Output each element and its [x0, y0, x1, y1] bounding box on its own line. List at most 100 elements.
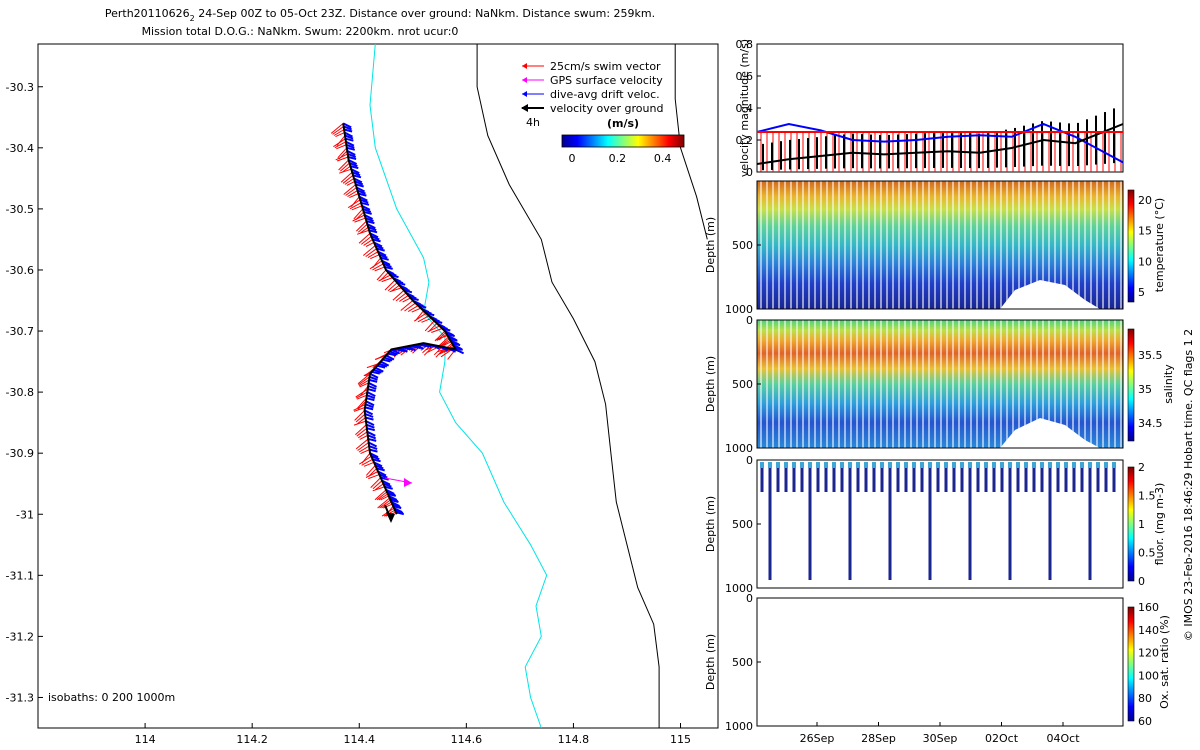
fluor-surface-mark	[1056, 462, 1060, 468]
swim-vector	[365, 465, 376, 476]
map-y-tick-label: -30.6	[6, 264, 34, 277]
fluor-surface-mark	[1064, 462, 1068, 468]
velocity-y-ticks: 0 0.2 0.4 0.6 0.8	[736, 38, 761, 179]
salinity-ylabel: Depth (m)	[704, 356, 717, 412]
swim-vector	[353, 208, 364, 220]
swim-vector	[353, 420, 367, 426]
swim-vector	[357, 442, 369, 451]
swim-vector	[387, 282, 398, 292]
fluor-surface-mark	[936, 462, 940, 468]
legend-drift-arrow-icon	[522, 91, 527, 97]
map-y-tick-label: -30.8	[6, 386, 34, 399]
drift-vector	[374, 464, 384, 470]
drift-vector	[368, 229, 378, 234]
swim-vector	[357, 400, 367, 410]
drift-vector	[350, 168, 360, 175]
swim-vector	[417, 315, 430, 323]
drift-vector	[347, 152, 357, 158]
drift-vector	[367, 434, 377, 440]
track-map: -30.3 -30.4 -30.5 -30.6 -30.7 -30.8 -30.9 -31 -3…	[6, 43, 719, 746]
fluor-surface-mark	[1088, 462, 1092, 468]
velocity-y-tick-label: 0.2	[736, 134, 754, 147]
isobath-1000-line	[476, 44, 660, 728]
drift-vector	[370, 455, 380, 461]
colorbar-tick-label: 34.5	[1138, 417, 1163, 430]
map-x-tick-label: 114.4	[344, 733, 376, 746]
salinity-y-ticks: 0 500 1000	[725, 314, 761, 455]
swim-vector	[439, 338, 450, 348]
map-x-tick-label: 114.8	[558, 733, 590, 746]
legend-drift-label: dive-avg drift veloc.	[550, 88, 660, 101]
colorbar-tick-label: 1.5	[1138, 490, 1156, 503]
drift-vector	[347, 156, 357, 160]
swim-vector	[363, 239, 373, 246]
fluor-surface-mark	[1016, 462, 1020, 468]
drift-vector	[359, 198, 369, 204]
fluor-surface-mark	[800, 462, 804, 468]
swim-vector	[355, 438, 369, 450]
swim-vector	[340, 171, 353, 183]
fluor-surface-mark	[1032, 462, 1036, 468]
swim-vector	[378, 493, 389, 501]
swim-vector	[340, 162, 350, 172]
swim-vector	[381, 277, 393, 283]
oxygen-axes	[756, 597, 1124, 727]
map-y-tick-label: -30.4	[6, 142, 34, 155]
swim-vector	[374, 266, 385, 272]
legend-gps-arrow-icon	[522, 77, 527, 83]
drift-vector	[390, 499, 399, 503]
drift-vector	[380, 360, 390, 367]
swim-vector	[358, 232, 371, 244]
velocity-y-tick-label: 0	[746, 166, 753, 179]
fluor-surface-mark	[920, 462, 924, 468]
drift-vectors	[342, 122, 465, 516]
drift-vector	[364, 413, 374, 418]
depth-y-tick-label: 500	[732, 656, 753, 669]
drift-vector	[387, 492, 397, 497]
legend-ground-label: velocity over ground	[550, 102, 663, 115]
temperature-colorbar-label: temperature (°C)	[1153, 198, 1166, 292]
map-y-tick-label: -30.9	[6, 447, 34, 460]
velocity-ground-series	[756, 123, 1124, 165]
drift-vector	[348, 159, 358, 165]
drift-vector	[365, 400, 375, 407]
swim-vector	[335, 153, 348, 161]
fluor-surface-mark	[840, 462, 844, 468]
drift-vector	[449, 337, 458, 342]
drift-vector	[368, 445, 378, 451]
swim-vector	[349, 193, 359, 199]
drift-vector	[366, 220, 375, 225]
map-colorbar-tick-label: 0.2	[609, 152, 627, 165]
colorbar-tick-label: 15	[1138, 225, 1152, 238]
drift-vector	[365, 403, 374, 409]
swim-vector	[351, 205, 363, 211]
gps-arrow-head	[404, 478, 412, 487]
swim-vector	[335, 132, 345, 138]
map-colorbar-ticks: 0 0.2 0.4	[569, 152, 672, 165]
drift-vector	[368, 378, 378, 383]
time-x-tick-label: 02Oct	[985, 732, 1019, 745]
swim-vector	[342, 174, 354, 184]
colorbar-tick-label: 140	[1138, 624, 1159, 637]
fluor-surface-mark	[760, 462, 764, 468]
swim-vector	[337, 147, 348, 159]
salinity-colorbar-ticks: 34.5 35 35.5	[1138, 349, 1163, 430]
colorbar-tick-label: 20	[1138, 194, 1152, 207]
drift-vector	[355, 183, 364, 188]
swim-vector	[355, 388, 369, 398]
map-colorbar	[561, 134, 685, 148]
fluor-surface-mark	[976, 462, 980, 468]
drift-vector	[378, 362, 388, 368]
fluor-surface-mark	[1048, 462, 1052, 468]
temperature-gap	[1000, 280, 1100, 309]
fluor-surface-mark	[880, 462, 884, 468]
swim-vector	[358, 376, 370, 386]
depth-y-tick-label: 500	[732, 239, 753, 252]
ground-arrow-head	[386, 512, 395, 523]
drift-vector	[369, 372, 379, 379]
drift-vector	[365, 217, 374, 223]
fluor-panel: 0 500 1000 Depth (m) 0 0.5 1 1.5 2 fluor. (mg …	[704, 454, 1166, 595]
colorbar-tick-label: 35.5	[1138, 349, 1163, 362]
drift-vector	[367, 437, 377, 442]
swim-vector	[367, 251, 379, 259]
